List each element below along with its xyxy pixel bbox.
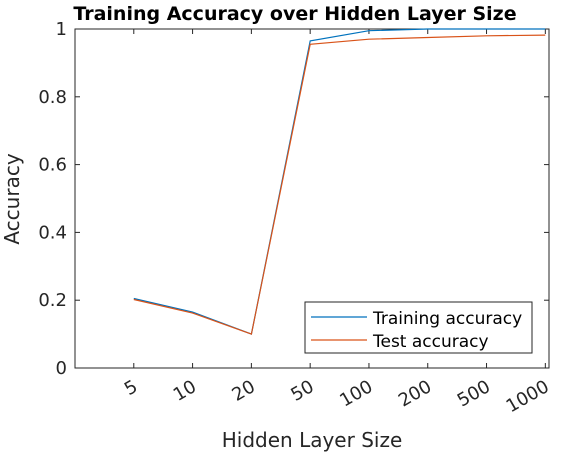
- x-tick-label: 500: [454, 376, 494, 411]
- legend: Training accuracy Test accuracy: [304, 301, 533, 354]
- y-tick-label: 0.6: [38, 155, 67, 176]
- chart-title: Training Accuracy over Hidden Layer Size: [73, 3, 516, 25]
- y-tick-label: 0: [56, 358, 67, 379]
- x-axis-label: Hidden Layer Size: [222, 428, 403, 452]
- x-tick-label: 20: [229, 376, 259, 406]
- x-tick-label: 100: [336, 376, 376, 411]
- x-tick-label: 50: [287, 376, 317, 406]
- y-axis-label: Accuracy: [0, 153, 24, 244]
- y-tick-label: 1: [56, 19, 67, 40]
- x-tick-label: 200: [395, 376, 435, 411]
- x-tick-label: 10: [170, 376, 200, 406]
- legend-entry: Training accuracy: [372, 309, 522, 329]
- series-lines: [133, 28, 546, 335]
- y-tick-label: 0.2: [38, 290, 67, 311]
- y-axis-ticks: 0 0.2 0.4 0.6 0.8 1: [38, 19, 549, 379]
- series-line-0: [133, 28, 546, 335]
- x-tick-label: 5: [121, 376, 141, 400]
- x-tick-label: 1000: [503, 376, 553, 417]
- legend-entry: Test accuracy: [372, 332, 489, 352]
- series-line-1: [133, 34, 546, 335]
- legend-box: [304, 301, 533, 354]
- y-tick-label: 0.8: [38, 87, 67, 108]
- y-tick-label: 0.4: [38, 222, 67, 243]
